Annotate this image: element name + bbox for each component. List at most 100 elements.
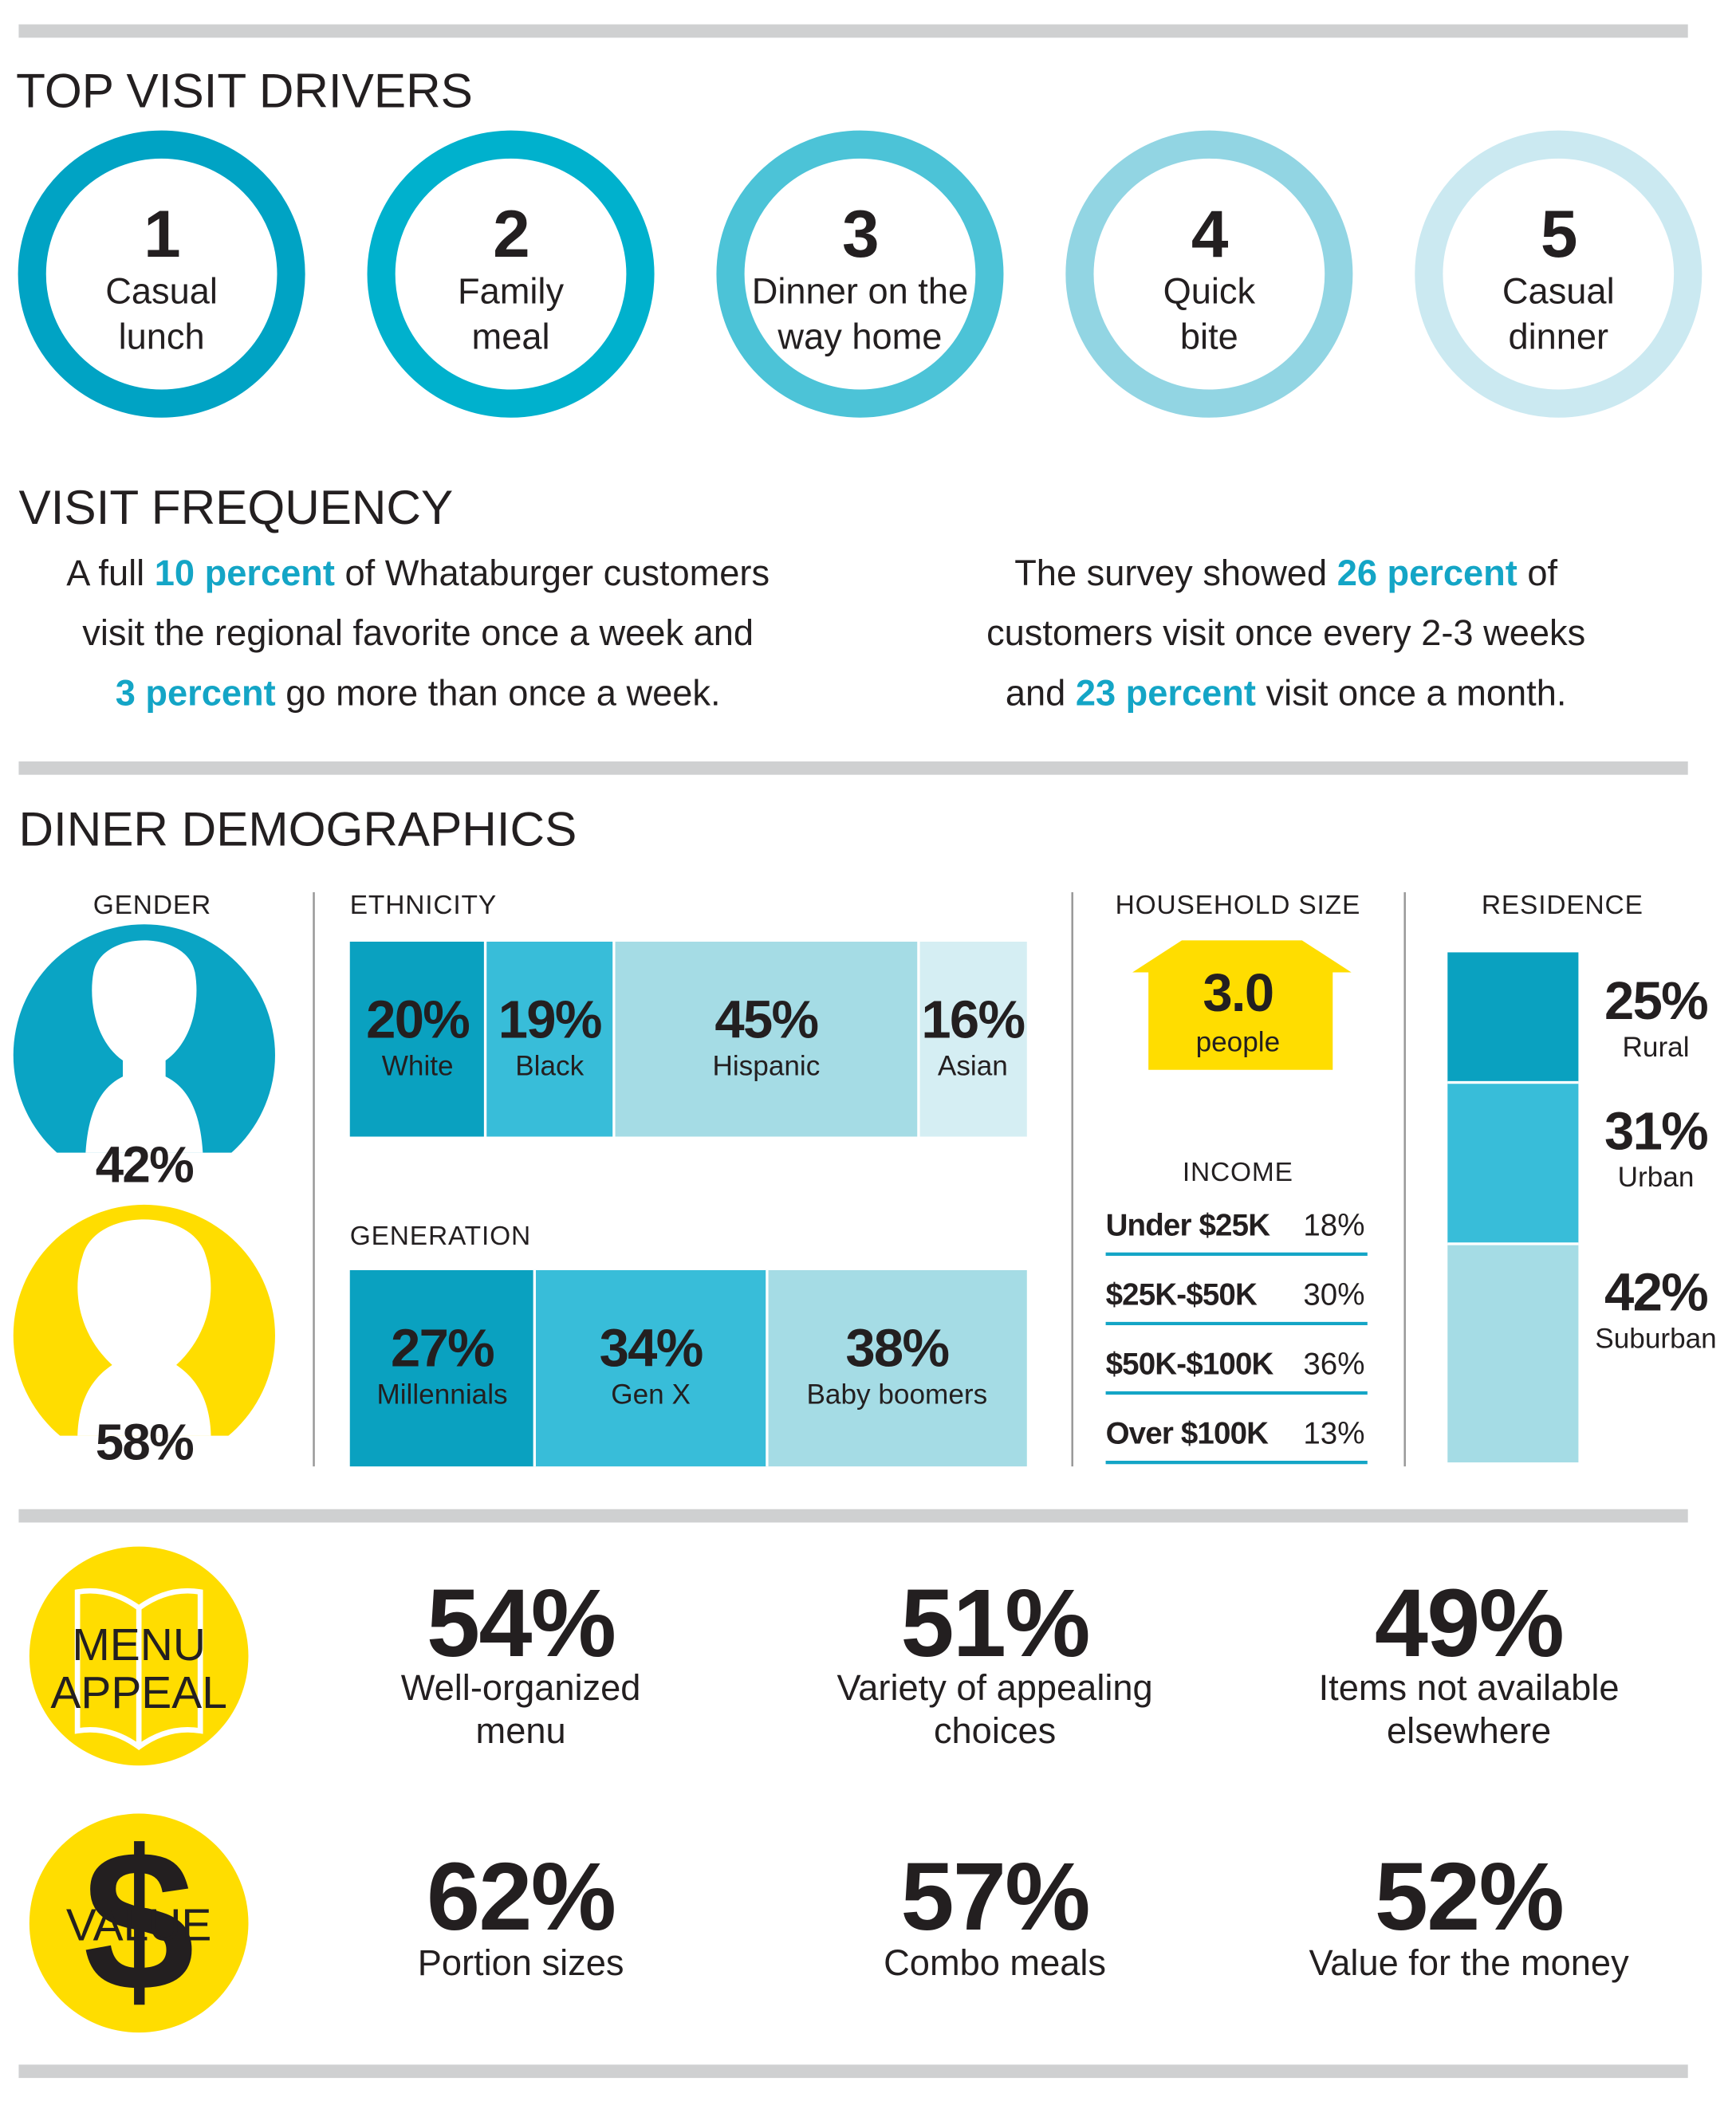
bar-segment — [766, 1269, 1027, 1467]
gender-pct: 42% — [96, 1136, 193, 1193]
separator — [18, 1509, 1688, 1523]
paragraph-line: The survey showed 26 percent of — [1014, 553, 1557, 593]
segment-pct: 45% — [714, 990, 817, 1050]
text-run: and — [1006, 673, 1076, 714]
driver-rank: 2 — [493, 196, 529, 271]
icon-label: VALUE — [66, 1900, 211, 1951]
residence-pct: 31% — [1604, 1101, 1707, 1161]
income-label: Over $100K — [1106, 1417, 1270, 1451]
income-label: $25K-$50K — [1106, 1278, 1258, 1312]
highlight: 10 percent — [155, 553, 335, 593]
stat-label: choices — [934, 1710, 1056, 1751]
segment-pct: 27% — [391, 1319, 494, 1379]
icon-label: MENU — [72, 1619, 206, 1670]
stat-label: Variety of appealing — [837, 1667, 1152, 1708]
column-title: GENERATION — [350, 1222, 531, 1251]
stat-pct: 62% — [427, 1843, 615, 1950]
gender-pct: 58% — [96, 1414, 193, 1471]
paragraph-line: and 23 percent visit once a month. — [1006, 673, 1567, 714]
paragraph-line: 3 percent go more than once a week. — [116, 673, 721, 714]
highlight: 26 percent — [1337, 553, 1518, 593]
driver-ring — [1065, 130, 1353, 418]
driver-label: Quick — [1163, 271, 1256, 312]
driver-label: bite — [1180, 316, 1238, 356]
income-pct: 36% — [1303, 1348, 1364, 1382]
text-run: The survey showed — [1014, 553, 1337, 593]
paragraph-line: customers visit once every 2-3 weeks — [986, 612, 1585, 653]
column-title: ETHNICITY — [350, 891, 497, 920]
text-run: go more than once a week. — [276, 673, 721, 714]
driver-label: meal — [472, 316, 550, 356]
text-run: customers visit once every 2-3 weeks — [986, 612, 1585, 653]
driver-ring — [367, 130, 655, 418]
column-title: GENDER — [93, 891, 211, 920]
segment-pct: 19% — [498, 990, 601, 1050]
separator — [18, 24, 1688, 38]
residence-pct: 25% — [1604, 971, 1707, 1031]
stat-pct: 49% — [1375, 1569, 1563, 1677]
bar-segment — [1447, 1243, 1579, 1463]
bar-segment — [485, 942, 614, 1137]
silhouette — [85, 940, 203, 1153]
stat-pct: 52% — [1375, 1843, 1563, 1950]
bar-segment — [1447, 952, 1579, 1083]
bar-segment — [534, 1269, 767, 1467]
highlight: 23 percent — [1076, 673, 1256, 714]
text-run: of Whataburger customers — [335, 553, 770, 593]
silhouette — [77, 1219, 211, 1436]
icon-label: APPEAL — [50, 1667, 227, 1718]
income-pct: 30% — [1303, 1278, 1364, 1312]
segment-name: Millennials — [376, 1379, 507, 1410]
column-title: INCOME — [1183, 1158, 1293, 1187]
residence-name: Rural — [1623, 1032, 1690, 1063]
column-title: HOUSEHOLD SIZE — [1116, 891, 1361, 920]
driver-rank: 1 — [144, 196, 179, 271]
driver-label: lunch — [119, 316, 205, 356]
segment-pct: 16% — [921, 990, 1024, 1050]
bar-segment — [349, 1269, 535, 1467]
residence-pct: 42% — [1604, 1263, 1707, 1323]
separator — [18, 761, 1688, 775]
segment-name: Hispanic — [712, 1050, 820, 1081]
segment-name: Gen X — [611, 1379, 691, 1410]
book-icon — [74, 1588, 203, 1750]
segment-name: Asian — [938, 1050, 1008, 1081]
stat-label: menu — [476, 1710, 566, 1751]
driver-label: Family — [458, 271, 564, 312]
text-run: visit the regional favorite once a week … — [82, 612, 754, 653]
driver-ring — [716, 130, 1004, 418]
driver-label: Dinner on the — [752, 271, 968, 312]
segment-name: White — [382, 1050, 454, 1081]
segment-name: Baby boomers — [806, 1379, 987, 1410]
stat-label: elsewhere — [1387, 1710, 1551, 1751]
stat-label: Combo meals — [884, 1942, 1106, 1983]
separator — [18, 2064, 1688, 2079]
icon-symbol: $ — [83, 1810, 195, 2033]
section-title: VISIT FREQUENCY — [18, 480, 453, 534]
house — [1132, 940, 1352, 1070]
income-label: Under $25K — [1106, 1208, 1271, 1242]
bar-segment — [613, 942, 919, 1137]
paragraph-line: visit the regional favorite once a week … — [82, 612, 754, 653]
income-pct: 13% — [1303, 1417, 1364, 1451]
gender-icon — [13, 924, 275, 1153]
text-run: A full — [66, 553, 155, 593]
bar-segment — [1447, 1082, 1579, 1244]
highlight: 3 percent — [116, 673, 276, 714]
text-run: visit once a month. — [1256, 673, 1566, 714]
stat-label: Value for the money — [1309, 1942, 1629, 1983]
household-value: 3.0 — [1203, 963, 1273, 1023]
driver-label: Casual — [105, 271, 218, 312]
stat-pct: 57% — [900, 1843, 1088, 1950]
column-title: RESIDENCE — [1482, 891, 1643, 920]
icon-circle — [29, 1813, 249, 2033]
income-label: $50K-$100K — [1106, 1348, 1274, 1382]
driver-rank: 3 — [842, 196, 878, 271]
segment-pct: 20% — [366, 990, 469, 1050]
section-title: TOP VISIT DRIVERS — [16, 63, 473, 117]
driver-ring — [1415, 130, 1703, 418]
stat-pct: 54% — [427, 1569, 615, 1677]
driver-label: Casual — [1502, 271, 1615, 312]
